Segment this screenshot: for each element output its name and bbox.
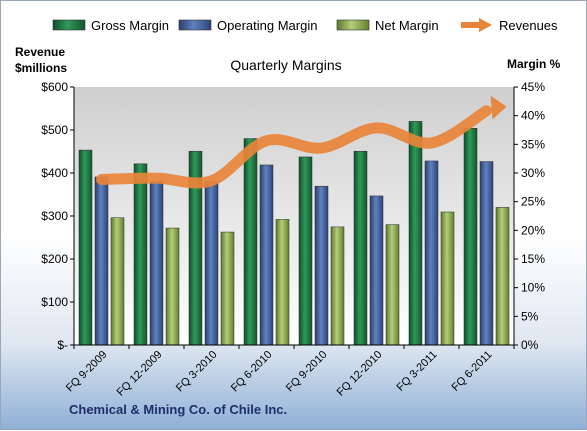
bar-net-margin-7 (495, 207, 510, 346)
left-tick-label: $500 (41, 123, 68, 137)
left-axis-title-line-0: Revenue (15, 45, 65, 59)
left-axis-title-line-1: $millions (15, 61, 67, 75)
bar-gross-margin-4 (298, 156, 313, 346)
bar-net-margin-4 (330, 226, 345, 346)
axis-titles: Revenue $millions Margin % Quarterly Margin… (15, 45, 561, 75)
bar-net-margin-0 (110, 217, 125, 346)
legend-label-1: Operating Margin (217, 18, 317, 33)
legend-label-3: Revenues (499, 18, 558, 33)
bar-net-margin-5 (385, 224, 400, 346)
left-tick-label: $200 (41, 252, 68, 266)
left-tick-label: $600 (41, 80, 68, 94)
legend: Gross Margin Operating Margin Net Margin Re… (52, 18, 558, 33)
right-tick-label: 20% (521, 223, 545, 237)
right-tick-label: 45% (521, 80, 545, 94)
bars (78, 121, 510, 346)
legend-label-2: Net Margin (375, 18, 439, 33)
bar-operating-margin-6 (424, 160, 439, 346)
x-tick-label: FQ 12-2010 (335, 349, 385, 399)
footer-label: Chemical & Mining Co. of Chile Inc. (69, 402, 288, 417)
bar-net-margin-2 (220, 231, 235, 346)
legend-swatch-2 (336, 19, 370, 31)
x-tick-label: FQ 6-2010 (229, 349, 275, 395)
bar-gross-margin-3 (243, 138, 258, 346)
right-tick-label: 5% (521, 309, 539, 323)
revenue-arrowhead-icon (490, 95, 507, 120)
right-tick-label: 10% (521, 281, 545, 295)
right-tick-label: 25% (521, 195, 545, 209)
x-tick-label: FQ 12-2009 (115, 349, 165, 399)
left-tick-label: $100 (41, 295, 68, 309)
bar-operating-margin-5 (369, 195, 384, 346)
legend-arrowhead-icon (479, 18, 492, 32)
revenue-line-path (96, 105, 492, 189)
bar-operating-margin-4 (314, 185, 329, 346)
bar-net-margin-1 (165, 227, 180, 346)
right-tick-label: 0% (521, 338, 539, 352)
bar-gross-margin-1 (133, 163, 148, 346)
bar-gross-margin-0 (78, 149, 93, 346)
bar-gross-margin-7 (463, 128, 478, 346)
left-tick-label: $400 (41, 166, 68, 180)
bar-gross-margin-5 (353, 150, 368, 346)
bar-operating-margin-1 (149, 181, 164, 346)
revenue-line (96, 95, 507, 189)
right-tick-label: 15% (521, 252, 545, 266)
left-tick-label: $- (57, 338, 68, 352)
bar-gross-margin-6 (408, 121, 423, 346)
bar-operating-margin-3 (259, 164, 274, 346)
bar-operating-margin-0 (94, 176, 109, 346)
bar-net-margin-6 (440, 211, 455, 346)
x-tick-label: FQ 9-2009 (64, 349, 110, 395)
x-tick-label: FQ 3-2010 (174, 349, 220, 395)
right-tick-label: 35% (521, 137, 545, 151)
bar-net-margin-3 (275, 219, 290, 346)
x-tick-label: FQ 9-2010 (284, 349, 330, 395)
right-axis-title: Margin % (507, 57, 561, 71)
legend-swatch-1 (178, 19, 212, 31)
legend-swatch-0 (52, 19, 86, 31)
chart-title: Quarterly Margins (230, 57, 341, 73)
plot-area (74, 87, 514, 345)
right-tick-label: 30% (521, 166, 545, 180)
bar-operating-margin-7 (479, 161, 494, 346)
x-tick-label: FQ 3-2011 (395, 349, 440, 394)
left-tick-label: $300 (41, 209, 68, 223)
bar-operating-margin-2 (204, 181, 219, 346)
legend-label-0: Gross Margin (91, 18, 169, 33)
right-tick-label: 40% (521, 109, 545, 123)
x-tick-label: FQ 6-2011 (450, 349, 495, 394)
